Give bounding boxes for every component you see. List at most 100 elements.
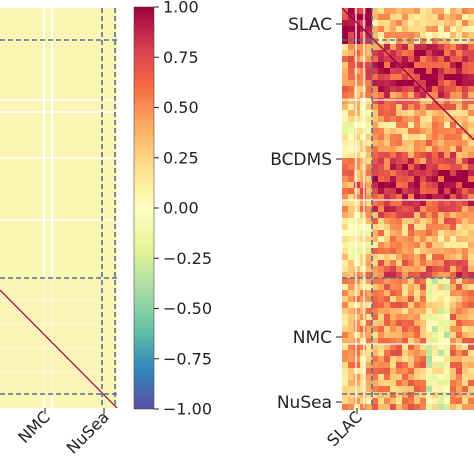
- right-heatmap-cell: [414, 140, 420, 146]
- right-heatmap-cell: [354, 290, 360, 296]
- right-heatmap-cell: [426, 44, 432, 50]
- right-heatmap-cell: [468, 20, 474, 26]
- right-heatmap-cell: [462, 110, 468, 116]
- right-heatmap-cell: [462, 356, 468, 362]
- right-heatmap-cell: [360, 368, 366, 374]
- right-heatmap-cell: [378, 212, 384, 218]
- right-heatmap-cell: [414, 86, 420, 92]
- right-heatmap-cell: [414, 212, 420, 218]
- right-heatmap-cell: [426, 164, 432, 170]
- right-heatmap-cell: [468, 170, 474, 176]
- right-heatmap-cell: [414, 146, 420, 152]
- right-heatmap-cell: [354, 170, 360, 176]
- right-heatmap-cell: [420, 272, 426, 278]
- right-heatmap-cell: [468, 266, 474, 272]
- right-heatmap-cell: [444, 254, 450, 260]
- right-heatmap-cell: [432, 284, 438, 290]
- right-heatmap-cell: [378, 80, 384, 86]
- right-heatmap-cell: [378, 332, 384, 338]
- right-heatmap-cell: [432, 362, 438, 368]
- right-heatmap-cell: [408, 356, 414, 362]
- right-heatmap-cell: [456, 230, 462, 236]
- right-heatmap-cell: [426, 116, 432, 122]
- right-heatmap-cell: [420, 362, 426, 368]
- right-heatmap-cell: [378, 326, 384, 332]
- right-heatmap-cell: [402, 356, 408, 362]
- right-heatmap-cell: [444, 74, 450, 80]
- right-heatmap-cell: [420, 50, 426, 56]
- right-heatmap-cell: [426, 68, 432, 74]
- right-heatmap-cell: [402, 8, 408, 14]
- right-heatmap-cell: [378, 248, 384, 254]
- right-heatmap-cell: [468, 128, 474, 134]
- right-heatmap-cell: [342, 350, 348, 356]
- right-heatmap-cell: [408, 398, 414, 404]
- right-heatmap-cell: [432, 314, 438, 320]
- right-heatmap-cell: [462, 332, 468, 338]
- right-heatmap-cell: [456, 38, 462, 44]
- right-heatmap-cell: [432, 56, 438, 62]
- right-heatmap-cell: [450, 404, 456, 410]
- right-heatmap-cell: [396, 38, 402, 44]
- left-x-tick-labels: NMC NuSea: [14, 407, 113, 457]
- right-heatmap-cell: [432, 38, 438, 44]
- right-heatmap-cell: [384, 122, 390, 128]
- right-heatmap-cell: [342, 122, 348, 128]
- right-heatmap-cell: [420, 128, 426, 134]
- right-heatmap-cell: [342, 344, 348, 350]
- right-heatmap-cell: [378, 92, 384, 98]
- right-heatmap-cell: [456, 98, 462, 104]
- right-heatmap-cell: [450, 110, 456, 116]
- right-heatmap-cell: [456, 194, 462, 200]
- right-heatmap-cell: [396, 368, 402, 374]
- right-heatmap-cell: [438, 308, 444, 314]
- right-heatmap-cell: [456, 368, 462, 374]
- right-heatmap-cell: [462, 92, 468, 98]
- right-heatmap-cell: [432, 92, 438, 98]
- right-heatmap-cell: [342, 194, 348, 200]
- right-heatmap-cell: [420, 158, 426, 164]
- right-heatmap-cell: [450, 326, 456, 332]
- right-heatmap-cell: [360, 236, 366, 242]
- right-heatmap-cell: [432, 386, 438, 392]
- left-lower-block: [0, 278, 104, 396]
- right-heatmap-cell: [342, 266, 348, 272]
- right-heatmap-cell: [414, 260, 420, 266]
- right-heatmap-cell: [438, 44, 444, 50]
- right-heatmap-cell: [462, 302, 468, 308]
- right-heatmap-cell: [408, 62, 414, 68]
- right-heatmap-cell: [396, 182, 402, 188]
- right-heatmap-cell: [462, 86, 468, 92]
- right-heatmap-cell: [432, 26, 438, 32]
- right-heatmap-cell: [450, 140, 456, 146]
- right-heatmap-cell: [444, 338, 450, 344]
- right-heatmap-cell: [414, 296, 420, 302]
- right-heatmap-cell: [366, 62, 372, 68]
- right-heatmap-cell: [456, 404, 462, 410]
- right-heatmap-cell: [360, 272, 366, 278]
- right-heatmap-cell: [456, 260, 462, 266]
- right-heatmap-cell: [348, 50, 354, 56]
- right-heatmap-cell: [420, 110, 426, 116]
- right-heatmap-cell: [378, 230, 384, 236]
- right-heatmap-cell: [354, 98, 360, 104]
- right-heatmap-cell: [456, 314, 462, 320]
- right-heatmap-cell: [366, 20, 372, 26]
- right-heatmap-cell: [468, 236, 474, 242]
- right-heatmap-cell: [360, 164, 366, 170]
- right-heatmap-cell: [378, 122, 384, 128]
- right-heatmap-cell: [420, 344, 426, 350]
- right-heatmap-cell: [444, 326, 450, 332]
- right-heatmap-cell: [456, 44, 462, 50]
- right-heatmap-cell: [462, 182, 468, 188]
- right-heatmap-cell: [396, 170, 402, 176]
- right-heatmap-cell: [354, 272, 360, 278]
- right-heatmap-cell: [360, 50, 366, 56]
- right-heatmap-cell: [468, 356, 474, 362]
- right-heatmap-cell: [408, 50, 414, 56]
- right-heatmap-cell: [408, 110, 414, 116]
- right-heatmap-cell: [354, 254, 360, 260]
- right-heatmap-cell: [396, 326, 402, 332]
- right-heatmap-cell: [390, 236, 396, 242]
